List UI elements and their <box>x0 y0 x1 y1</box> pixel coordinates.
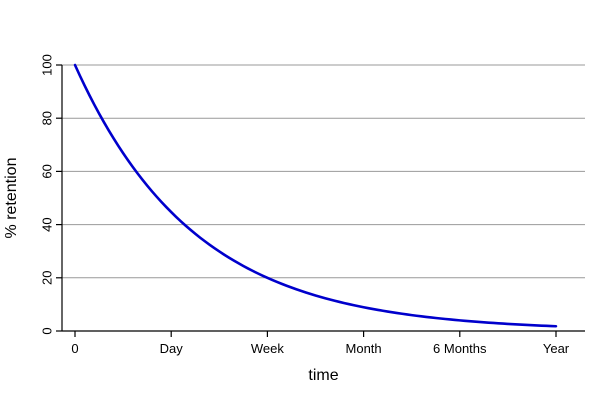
x-tick-label: 0 <box>71 341 78 356</box>
y-tick-label: 40 <box>39 217 54 231</box>
x-tick-label: Month <box>346 341 382 356</box>
x-axis-title: time <box>308 367 338 384</box>
y-axis-title: % retention <box>3 158 20 239</box>
x-tick-label: Day <box>160 341 184 356</box>
retention-curve <box>73 63 558 328</box>
y-tick-label: 100 <box>39 54 54 76</box>
y-tick-label: 80 <box>39 111 54 125</box>
x-tick-label: 6 Months <box>433 341 487 356</box>
x-tick-label: Week <box>251 341 284 356</box>
y-tick-label: 0 <box>39 327 54 334</box>
gridlines <box>62 64 585 279</box>
y-axis: 0 20 40 60 80 100 <box>39 54 63 335</box>
y-tick-label: 20 <box>39 271 54 285</box>
x-tick-label: Year <box>543 341 570 356</box>
y-tick-label: 60 <box>39 164 54 178</box>
x-axis: 0 Day Week Month 6 Months Year <box>62 330 585 356</box>
